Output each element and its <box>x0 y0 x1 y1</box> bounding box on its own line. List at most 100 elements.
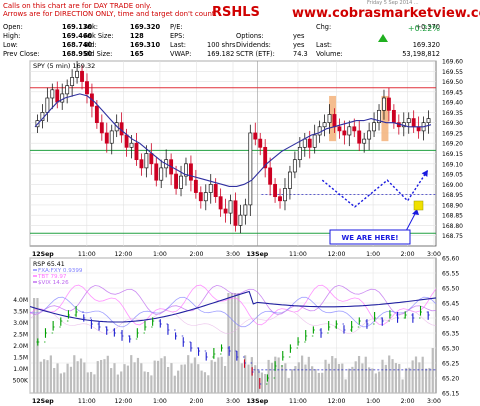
candle-up <box>377 109 381 124</box>
candle-down <box>233 200 238 226</box>
candle-down <box>332 114 337 128</box>
price-tick-label: 169.45 <box>442 89 463 96</box>
price-tick-label: 168.95 <box>442 192 463 199</box>
price-tick-label: 169.10 <box>442 161 463 168</box>
volume-bar <box>100 359 103 393</box>
price-tick-label: 168.85 <box>442 213 463 220</box>
candle-up <box>60 93 65 103</box>
price-tick-label: 169.55 <box>442 69 463 76</box>
candle-up <box>238 214 243 226</box>
quote-label: Last: <box>170 41 186 49</box>
triangle-up-icon <box>378 34 388 42</box>
candle-up <box>322 122 327 128</box>
volume-bar <box>290 369 294 393</box>
quote-label: Open: <box>3 23 23 31</box>
volume-bar <box>213 361 217 393</box>
rsp-tick-label: 65.25 <box>442 361 459 368</box>
candle-down <box>134 142 139 161</box>
volume-bar <box>414 356 418 393</box>
volume-bar <box>378 371 381 393</box>
candle-down <box>268 167 273 185</box>
candle-down <box>263 146 268 169</box>
volume-bar <box>170 363 173 393</box>
candle-down <box>198 192 203 202</box>
volume-bar <box>341 363 344 393</box>
volume-bar <box>43 359 46 393</box>
projection-path <box>321 169 429 208</box>
volume-bar <box>89 371 93 393</box>
candle-up <box>70 77 75 87</box>
volume-bar <box>140 363 143 393</box>
candle-up <box>248 132 253 206</box>
time-tick-label: 11:00 <box>78 398 96 405</box>
time-tick-label: 1:00 <box>153 251 167 258</box>
price-tick-label: 169.50 <box>442 79 463 86</box>
volume-bar <box>120 371 123 393</box>
quote-value: 53,198,812 <box>402 50 440 58</box>
fxa-line <box>29 296 437 328</box>
volume-bar <box>193 357 196 393</box>
quote-value: 168.950 <box>62 50 92 58</box>
annotation-label: WE ARE HERE! <box>342 234 399 242</box>
candle-up <box>283 188 287 202</box>
volume-bar <box>254 365 257 393</box>
quote-value: 165 <box>130 50 144 58</box>
candle-down <box>342 130 347 136</box>
candle-down <box>104 132 109 144</box>
candle-down <box>307 138 312 148</box>
volume-bar <box>143 371 146 393</box>
candle-up <box>159 167 164 181</box>
volume-bar <box>287 378 290 393</box>
rsp-axis: 65.60 65.55 65.50 65.45 65.40 65.35 65.30 65.25… <box>442 256 459 398</box>
rsp-tick-label: 65.45 <box>442 301 459 308</box>
time-tick-label: 1:00 <box>153 398 167 405</box>
volume-bar <box>284 363 287 393</box>
volume-bar <box>33 298 36 393</box>
candle-down <box>213 183 218 198</box>
candle-up <box>243 204 248 216</box>
rsp-tick-label: 65.50 <box>442 286 459 293</box>
volume-bar <box>59 373 62 393</box>
candle-up <box>184 163 188 177</box>
volume-bar <box>83 362 86 393</box>
volume-bar <box>274 356 277 393</box>
quote-value: 74.3 <box>293 50 308 58</box>
volume-bar <box>130 355 133 393</box>
volume-bar <box>183 364 186 393</box>
candle-down <box>411 118 416 128</box>
time-tick-label: 11:00 <box>289 398 307 405</box>
quote-value: yes <box>293 32 305 40</box>
volume-bar <box>96 361 99 393</box>
volume-bar <box>56 363 59 393</box>
candle-down <box>174 173 179 189</box>
volume-bar <box>103 359 106 393</box>
volume-bar <box>368 367 371 393</box>
volume-bar <box>190 363 193 393</box>
time-tick-label: 2:00 <box>401 398 415 405</box>
volume-bar <box>167 366 170 393</box>
volume-bar <box>197 364 200 393</box>
volume-tick-label: 2.0M <box>13 343 28 350</box>
time-tick-label: 12Sep <box>32 251 54 258</box>
volume-bar <box>66 363 69 393</box>
volume-bar <box>371 368 374 393</box>
time-tick-label: 13Sep <box>247 251 269 258</box>
volume-bar <box>126 365 129 393</box>
candle-down <box>193 179 198 193</box>
time-tick-label: 2:00 <box>401 251 415 258</box>
time-tick-label: 2:00 <box>190 251 204 258</box>
volume-bar <box>133 362 136 393</box>
volume-bar <box>69 366 73 393</box>
quote-label: Volume: <box>316 50 343 58</box>
volume-bar <box>311 366 314 393</box>
rsp-time-axis: 12Sep 11:00 12:00 1:00 2:00 3:00 13Sep 11:00 12:… <box>32 398 441 405</box>
volume-bar <box>344 379 347 393</box>
time-tick-label: 3:00 <box>226 398 240 405</box>
candle-up <box>347 126 352 136</box>
annotation-box <box>329 229 411 245</box>
vix-line <box>29 284 437 316</box>
candle-down <box>416 126 421 132</box>
price-tick-label: 169.30 <box>442 120 463 127</box>
volume-bar <box>384 364 387 393</box>
price-grid <box>29 60 436 246</box>
